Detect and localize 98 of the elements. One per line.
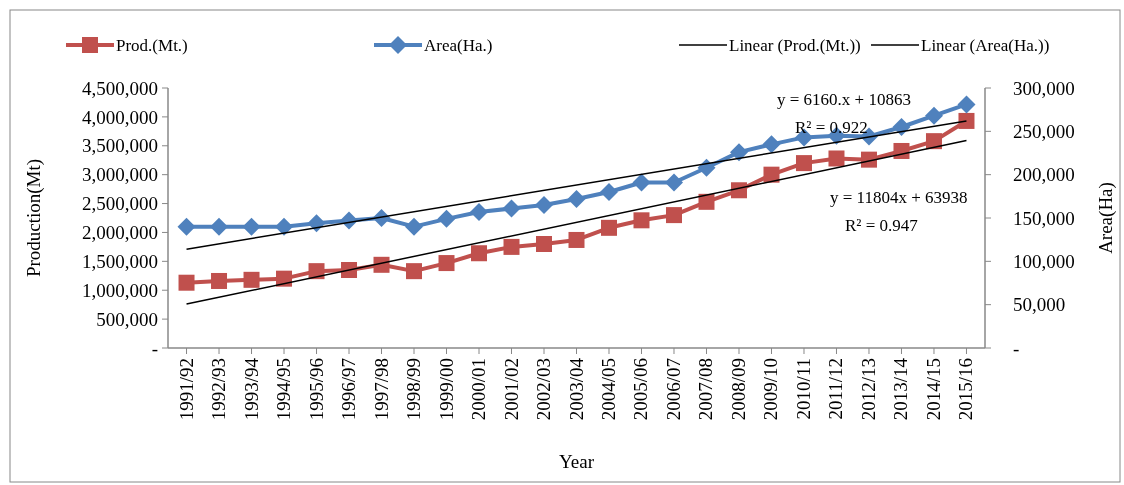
point xyxy=(470,202,489,221)
point xyxy=(243,271,260,288)
point xyxy=(763,166,780,183)
point xyxy=(405,217,424,236)
x-tick-label: 2014/15 xyxy=(922,358,944,421)
point xyxy=(730,182,747,199)
point xyxy=(958,112,975,129)
point xyxy=(437,209,456,228)
x-tick-label: 1992/93 xyxy=(208,358,230,421)
point xyxy=(177,217,196,236)
annotation: R² = 0.947 xyxy=(845,216,919,235)
y-tick-label: 2,000,000 xyxy=(82,222,158,244)
x-tick-label: 2007/08 xyxy=(695,358,717,421)
y2-axis-title: Area(Ha) xyxy=(1095,182,1117,254)
point xyxy=(698,193,715,210)
point xyxy=(536,236,552,252)
x-tick-label: 1996/97 xyxy=(338,358,360,421)
y-tick-label: 4,000,000 xyxy=(82,106,158,128)
y-tick-label: 1,500,000 xyxy=(82,250,158,272)
x-tick-label: 2009/10 xyxy=(760,358,782,421)
point xyxy=(860,151,877,168)
y2-tick-label: - xyxy=(1013,337,1020,359)
point xyxy=(828,150,845,167)
y2-tick-label: 50,000 xyxy=(1013,294,1066,316)
x-tick-label: 2004/05 xyxy=(598,358,619,421)
point xyxy=(373,256,390,273)
y2-tick-label: 100,000 xyxy=(1013,250,1075,272)
point xyxy=(633,212,650,229)
x-tick-label: 2010/11 xyxy=(792,358,814,420)
point xyxy=(210,217,229,236)
y-tick-label: 3,500,000 xyxy=(82,135,158,157)
x-tick-label: 2005/06 xyxy=(630,358,652,421)
point xyxy=(600,183,618,201)
legend-label: Prod.(Mt.) xyxy=(116,35,188,55)
y-tick-label: 4,500,000 xyxy=(82,77,158,99)
legend-label: Area(Ha.) xyxy=(424,35,493,55)
y-tick-label: 3,000,000 xyxy=(82,164,158,186)
point xyxy=(438,255,455,272)
legend-label: Linear (Area(Ha.)) xyxy=(921,35,1050,55)
x-tick-label: 2013/14 xyxy=(890,357,912,421)
x-tick-label: 2012/13 xyxy=(857,358,879,421)
point xyxy=(697,158,716,177)
annotation: R² = 0.922 xyxy=(795,118,868,137)
x-tick-label: 2001/02 xyxy=(500,358,522,421)
point xyxy=(535,196,553,214)
point xyxy=(308,263,325,280)
x-tick-label: 2000/01 xyxy=(468,358,490,421)
point xyxy=(924,106,943,125)
y2-tick-label: 250,000 xyxy=(1013,120,1075,142)
y2-tick-label: 150,000 xyxy=(1013,207,1075,229)
annotation: y = 11804x + 63938 xyxy=(830,188,968,207)
point xyxy=(276,270,293,287)
y-tick-label: 1,000,000 xyxy=(82,279,158,301)
x-tick-label: 2006/07 xyxy=(662,358,684,421)
x-tick-label: 2011/12 xyxy=(825,358,847,420)
y-axis-title: Production(Mt) xyxy=(23,158,45,278)
point xyxy=(211,272,228,289)
point xyxy=(892,118,911,136)
x-tick-label: 1994/95 xyxy=(273,358,295,421)
point xyxy=(341,262,358,278)
y2-tick-label: 300,000 xyxy=(1013,77,1075,99)
y2-tick-label: 200,000 xyxy=(1013,164,1075,186)
point xyxy=(502,199,521,218)
y-tick-label: - xyxy=(151,337,158,359)
x-tick-label: 2003/04 xyxy=(565,357,587,421)
x-tick-label: 1998/99 xyxy=(403,358,425,421)
point xyxy=(567,189,586,208)
point xyxy=(601,219,617,236)
x-tick-label: 2002/03 xyxy=(533,358,554,421)
point xyxy=(178,274,195,291)
y-tick-label: 2,500,000 xyxy=(82,193,158,215)
annotation: y = 6160.x + 10863 xyxy=(777,90,911,109)
point xyxy=(762,135,781,154)
x-axis-title: Year xyxy=(558,451,595,472)
point xyxy=(795,155,812,172)
point xyxy=(406,263,423,280)
x-tick-label: 1999/00 xyxy=(435,358,457,421)
point xyxy=(503,238,520,255)
x-tick-label: 1995/96 xyxy=(305,358,327,421)
point xyxy=(957,95,976,114)
point xyxy=(471,245,488,262)
point xyxy=(307,214,326,233)
point xyxy=(275,217,294,236)
point xyxy=(729,143,748,162)
legend-label: Linear (Prod.(Mt.)) xyxy=(729,35,861,55)
x-tick-label: 2015/16 xyxy=(955,358,977,421)
point xyxy=(242,217,261,236)
x-tick-label: 1997/98 xyxy=(370,358,392,421)
point xyxy=(665,207,682,224)
y-tick-label: 500,000 xyxy=(96,308,158,330)
x-tick-label: 2008/09 xyxy=(727,358,749,421)
x-tick-label: 1991/92 xyxy=(175,358,197,421)
point xyxy=(893,142,910,159)
point xyxy=(568,231,585,248)
x-tick-label: 1993/94 xyxy=(240,357,262,421)
point xyxy=(925,133,942,150)
point xyxy=(632,173,651,192)
point xyxy=(664,173,683,192)
